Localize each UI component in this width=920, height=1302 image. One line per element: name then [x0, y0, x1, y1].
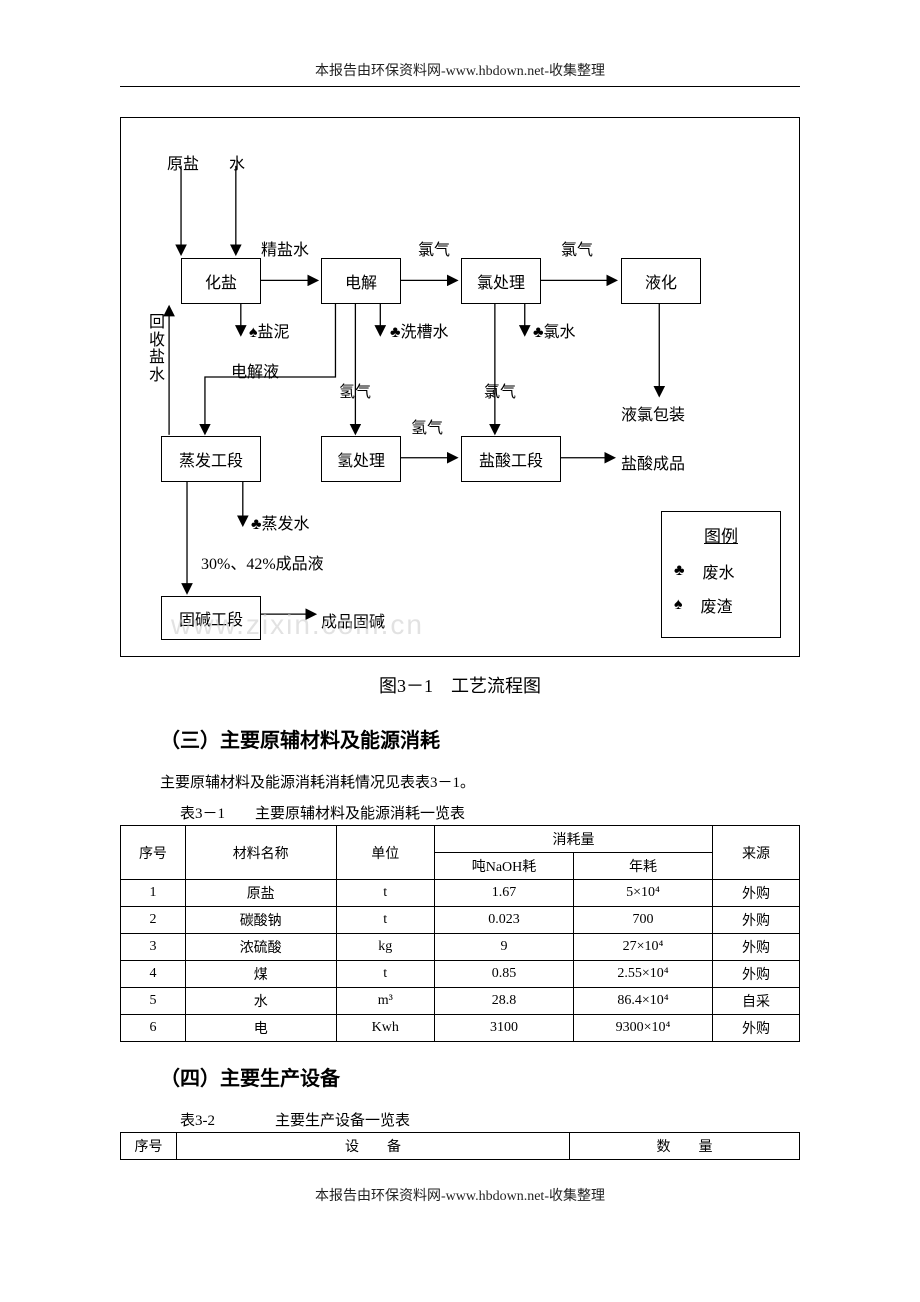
table-cell: 浓硫酸 [185, 934, 336, 961]
node-dianjie: 电解 [321, 258, 401, 304]
table-3-2: 序号 设 备 数 量 [120, 1132, 800, 1160]
table-cell: 2.55×10⁴ [574, 961, 713, 988]
table-cell: 5×10⁴ [574, 880, 713, 907]
lbl-cpgj: 成品固碱 [321, 608, 385, 632]
table-head-row: 序号 材料名称 单位 消耗量 来源 [121, 826, 800, 853]
table-row: 6电Kwh31009300×10⁴外购 [121, 1015, 800, 1042]
lbl-qingqi1: 氢气 [339, 378, 371, 402]
table-cell: kg [336, 934, 434, 961]
table-cell: 5 [121, 988, 186, 1015]
table-cell: 3 [121, 934, 186, 961]
table-row: 2碳酸钠t0.023700外购 [121, 907, 800, 934]
table-cell: 700 [574, 907, 713, 934]
table-cell: 原盐 [185, 880, 336, 907]
table-row: 4煤t0.852.55×10⁴外购 [121, 961, 800, 988]
lbl-yelvbz: 液氯包装 [621, 401, 685, 425]
table-cell: 6 [121, 1015, 186, 1042]
table-cell: 1 [121, 880, 186, 907]
table-cell: 煤 [185, 961, 336, 988]
table-cell: m³ [336, 988, 434, 1015]
lbl-huishouyanshui: 回收盐水 [149, 314, 167, 384]
header-rule [120, 86, 800, 87]
lbl-lvshui: ♣氯水 [533, 318, 576, 342]
node-huayan: 化盐 [181, 258, 261, 304]
node-yehua: 液化 [621, 258, 701, 304]
node-lvchuli: 氯处理 [461, 258, 541, 304]
lbl-lvqi2: 氯气 [561, 236, 593, 260]
section-4-heading: （四）主要生产设备 [160, 1062, 800, 1091]
page-header: 本报告由环保资料网-www.hbdown.net-收集整理 [120, 60, 800, 80]
table-cell: 28.8 [434, 988, 573, 1015]
lbl-zhengfashui: ♣蒸发水 [251, 510, 310, 534]
lbl-dianjieye: 电解液 [231, 358, 279, 382]
legend: 图例 ♣废水 ♠废渣 [661, 511, 781, 638]
table-cell: t [336, 880, 434, 907]
lbl-chengpinye: 30%、42%成品液 [201, 550, 324, 574]
node-zhengfa: 蒸发工段 [161, 436, 261, 482]
table-3-1-caption: 表3－1 主要原辅材料及能源消耗一览表 [180, 802, 800, 823]
section-3-intro: 主要原辅材料及能源消耗消耗情况见表表3－1。 [160, 771, 800, 792]
table-cell: 86.4×10⁴ [574, 988, 713, 1015]
table-cell: 0.85 [434, 961, 573, 988]
table-cell: 外购 [713, 961, 800, 988]
table-cell: 4 [121, 961, 186, 988]
section-3-heading: （三）主要原辅材料及能源消耗 [160, 724, 800, 753]
table-cell: 3100 [434, 1015, 573, 1042]
table-cell: 电 [185, 1015, 336, 1042]
table-cell: 外购 [713, 1015, 800, 1042]
table-3-2-caption: 表3-2 主要生产设备一览表 [180, 1109, 800, 1130]
table-cell: t [336, 907, 434, 934]
table-cell: t [336, 961, 434, 988]
node-yansuan: 盐酸工段 [461, 436, 561, 482]
lbl-lvqi3: 氯气 [484, 378, 516, 402]
table-row: 5水m³28.886.4×10⁴自采 [121, 988, 800, 1015]
lbl-jingyanshui: 精盐水 [261, 236, 309, 260]
table-cell: 0.023 [434, 907, 573, 934]
table-cell: 27×10⁴ [574, 934, 713, 961]
table-cell: 9 [434, 934, 573, 961]
lbl-yanni: ♠盐泥 [249, 318, 290, 342]
figure-caption: 图3－1 工艺流程图 [120, 672, 800, 698]
table-3-1: 序号 材料名称 单位 消耗量 来源 吨NaOH耗 年耗 1原盐t1.675×10… [120, 825, 800, 1042]
node-qingchuli: 氢处理 [321, 436, 401, 482]
spade-icon: ♠ [674, 596, 683, 614]
table-cell: 外购 [713, 907, 800, 934]
table-cell: 自采 [713, 988, 800, 1015]
lbl-shui: 水 [229, 150, 245, 174]
table-cell: 9300×10⁴ [574, 1015, 713, 1042]
table-cell: 碳酸钠 [185, 907, 336, 934]
table-cell: 外购 [713, 934, 800, 961]
page-footer: 本报告由环保资料网-www.hbdown.net-收集整理 [120, 1185, 800, 1205]
lbl-yansuan-cp: 盐酸成品 [621, 450, 685, 474]
club-icon: ♣ [674, 562, 685, 580]
lbl-xicaoshui: ♣洗槽水 [390, 318, 449, 342]
legend-row: ♠废渣 [674, 593, 768, 617]
table-row: 1原盐t1.675×10⁴外购 [121, 880, 800, 907]
lbl-lvqi1: 氯气 [418, 236, 450, 260]
lbl-yuanyan: 原盐 [167, 150, 199, 174]
table-head-row: 序号 设 备 数 量 [121, 1133, 800, 1160]
lbl-qingqi2: 氢气 [411, 414, 443, 438]
table-cell: 外购 [713, 880, 800, 907]
table-row: 3浓硫酸kg927×10⁴外购 [121, 934, 800, 961]
legend-title: 图例 [674, 522, 768, 547]
table-cell: 2 [121, 907, 186, 934]
legend-row: ♣废水 [674, 559, 768, 583]
table-cell: 1.67 [434, 880, 573, 907]
table-cell: 水 [185, 988, 336, 1015]
flowchart-frame: 化盐 电解 氯处理 液化 蒸发工段 氢处理 盐酸工段 固碱工段 原盐 水 精盐水… [120, 117, 800, 657]
node-gujian: 固碱工段 [161, 596, 261, 640]
table-cell: Kwh [336, 1015, 434, 1042]
